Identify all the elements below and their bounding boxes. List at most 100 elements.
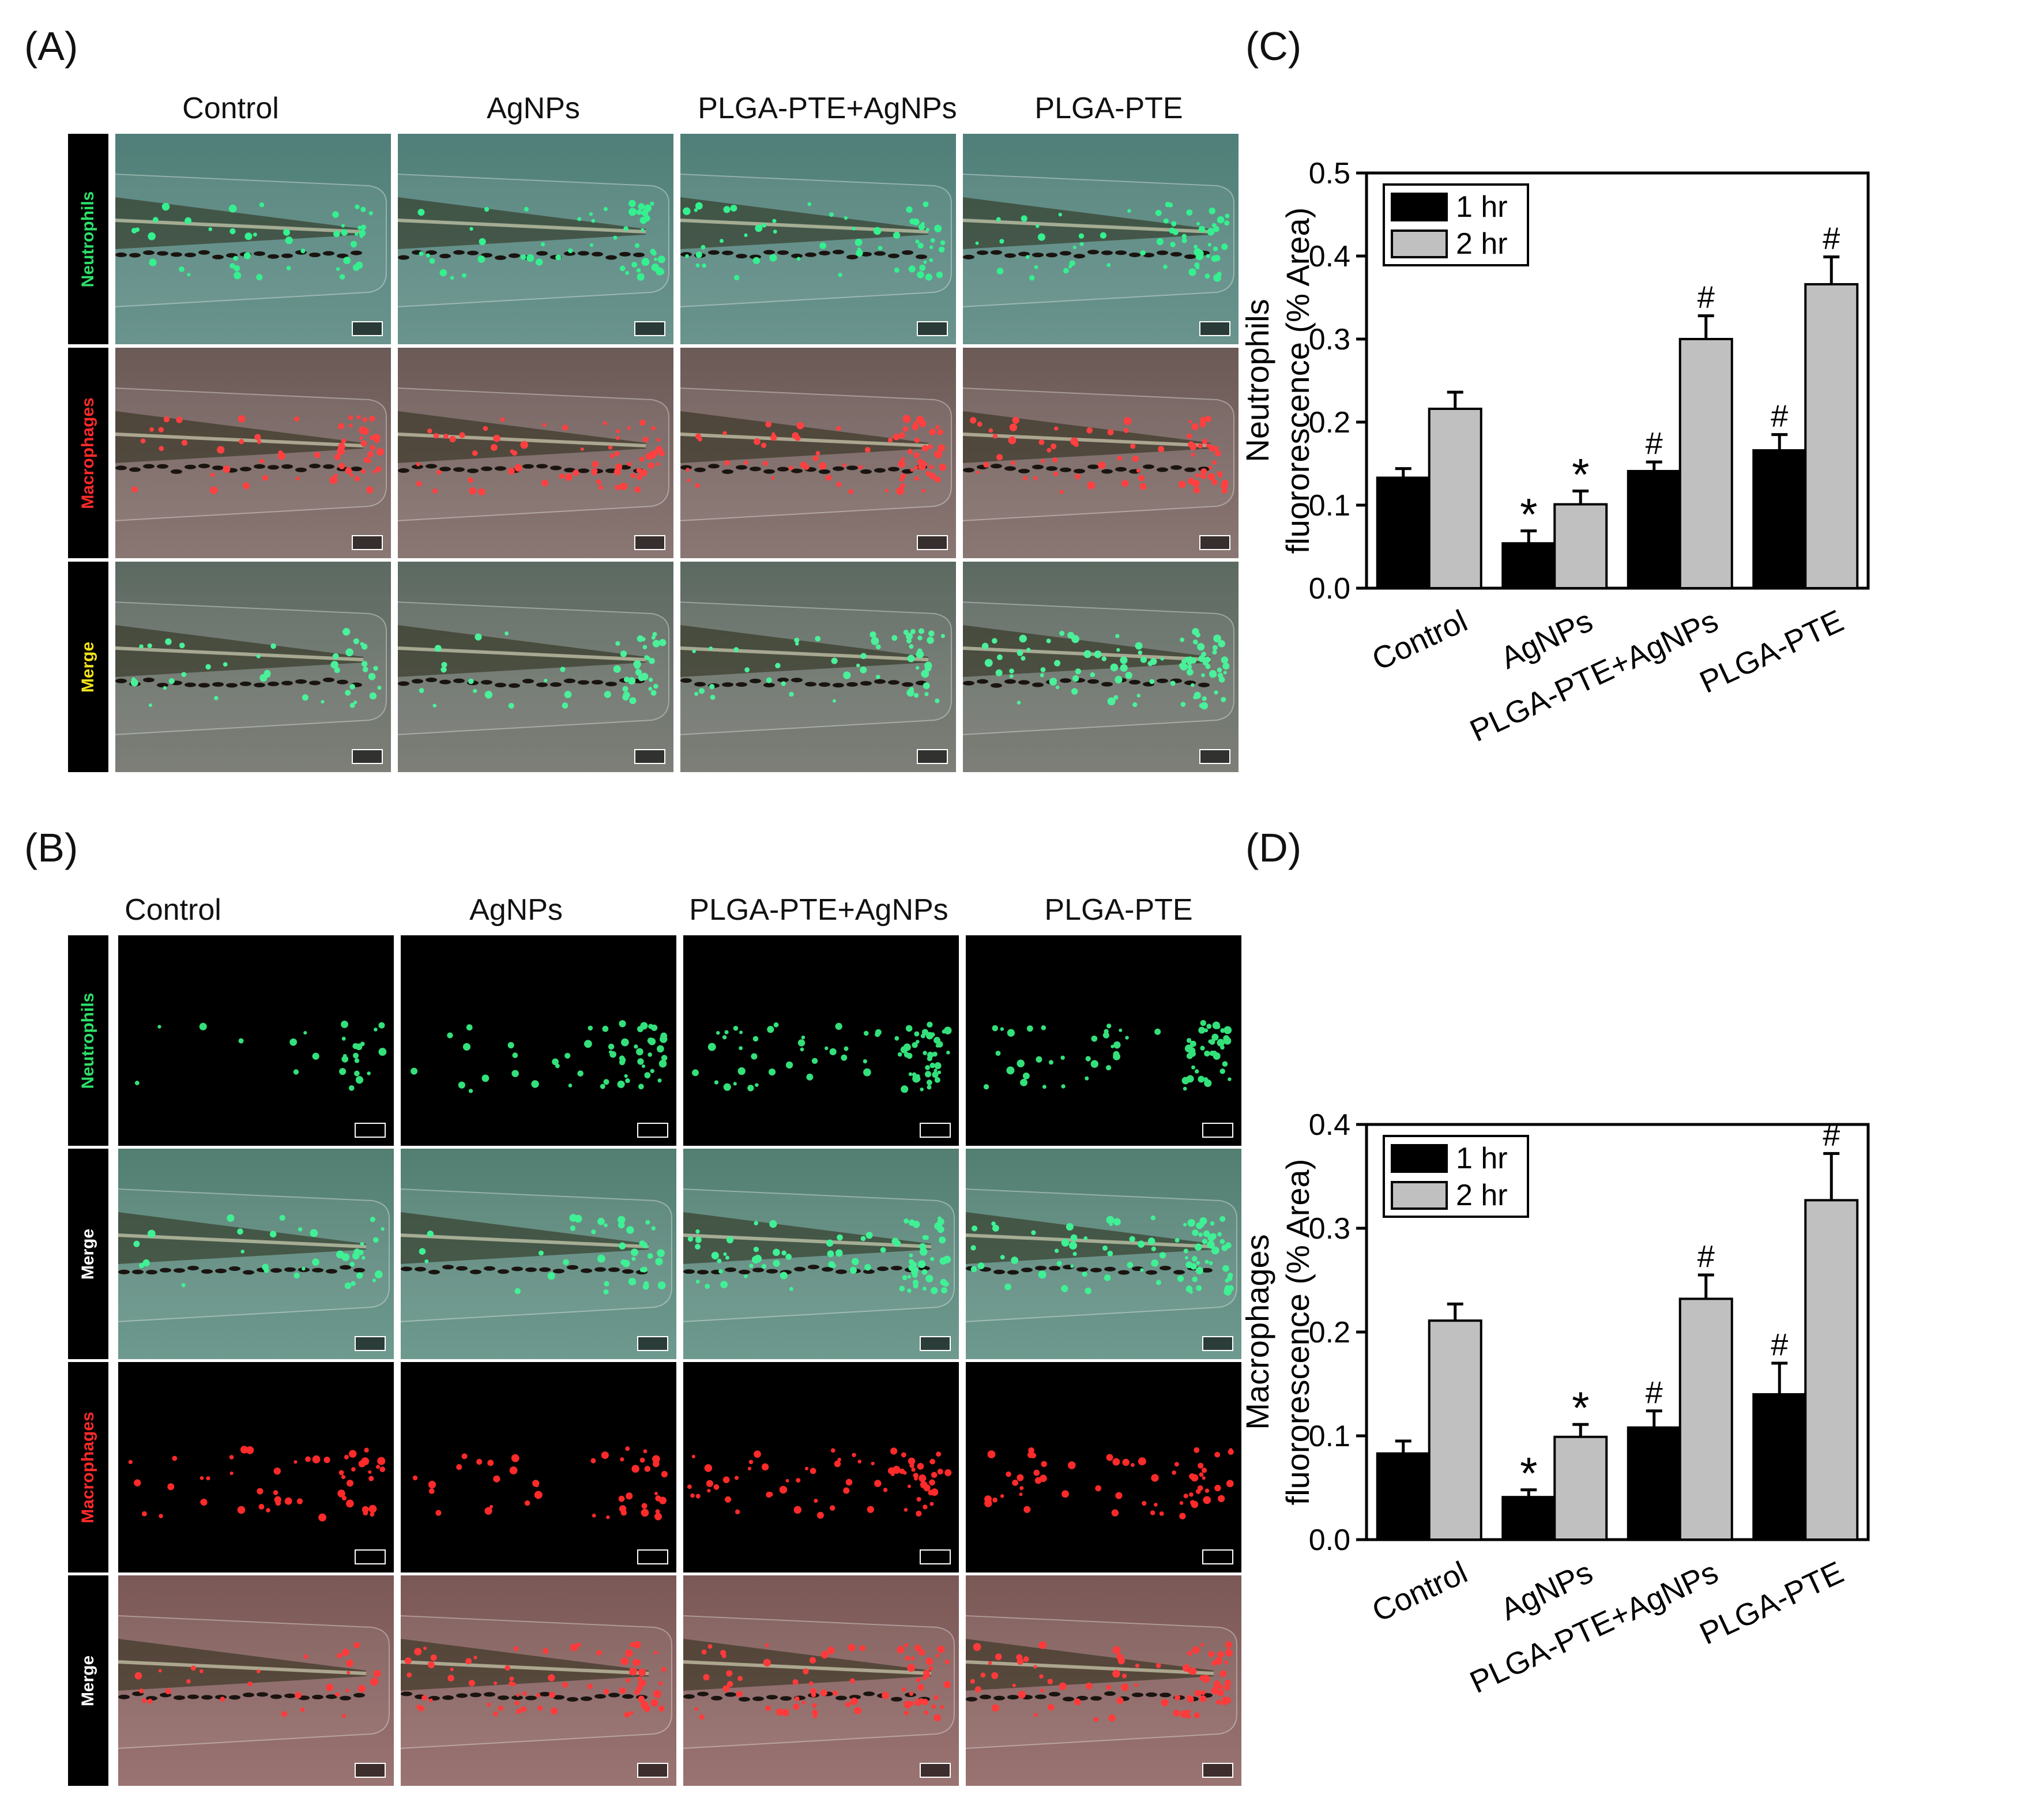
pigment-cell: [791, 678, 803, 683]
fluorescent-cell: [910, 1666, 914, 1670]
pigment-cell: [863, 1269, 875, 1274]
pigment-cell: [1032, 682, 1044, 687]
fluorescent-cell: [726, 1681, 733, 1687]
pigment-cell: [581, 1696, 592, 1701]
fluorescent-cell: [704, 1464, 713, 1472]
fluorescent-cell: [349, 1262, 355, 1267]
fluorescent-cell: [695, 433, 702, 439]
fluorescent-cell: [908, 1457, 916, 1465]
fluorescent-cell: [687, 1484, 692, 1489]
fluorescent-cell: [490, 443, 498, 451]
fluorescent-cell: [628, 1277, 636, 1286]
fluorescent-cell: [936, 272, 943, 279]
fluorescent-cell: [590, 1458, 596, 1464]
fluorescent-cell: [367, 451, 374, 458]
pigment-cell: [511, 1695, 523, 1701]
fluorescent-cell: [650, 1699, 658, 1707]
fluorescent-cell: [555, 254, 562, 261]
micrograph-image: [983, 1019, 1232, 1091]
fish-body: [683, 1212, 931, 1264]
pigment-cell: [1087, 464, 1099, 469]
pigment-cell: [212, 682, 224, 687]
fluorescent-cell: [987, 1450, 996, 1459]
micrograph-image: [984, 1447, 1234, 1519]
fluorescent-cell: [1224, 1696, 1231, 1704]
pigment-cell: [240, 467, 251, 472]
fluorescent-cell: [724, 460, 730, 466]
fluorescent-cell: [1170, 680, 1176, 686]
fluorescent-cell: [765, 1705, 771, 1711]
fluorescent-cell: [536, 1693, 541, 1698]
fluorescent-cell: [815, 635, 821, 642]
scale-bar: [355, 1123, 386, 1138]
fluorescent-cell: [924, 665, 932, 672]
fluorescent-cell: [851, 1258, 859, 1266]
fluorescent-cell: [930, 238, 935, 243]
fluorescent-cell: [929, 245, 933, 249]
fluorescent-cell: [829, 212, 834, 217]
fluorescent-cell: [875, 644, 881, 650]
chart-c-bar-1hr-0: [1376, 476, 1431, 589]
fluorescent-cell: [1208, 1650, 1215, 1657]
fluorescent-cell: [909, 1691, 914, 1696]
fluorescent-cell: [234, 265, 240, 272]
scale-bar: [920, 1336, 951, 1351]
fluorescent-cell: [613, 468, 621, 476]
fluorescent-cell: [912, 1042, 918, 1048]
fluorescent-cell: [1085, 1076, 1089, 1081]
fluorescent-cell: [1213, 246, 1218, 251]
fluorescent-cell: [842, 463, 847, 468]
fluorescent-cell: [227, 1214, 235, 1222]
fluorescent-cell: [630, 1248, 639, 1256]
pigment-cell: [736, 465, 747, 470]
pigment-cell: [337, 679, 348, 684]
fluorescent-cell: [695, 263, 700, 268]
fluorescent-cell: [208, 227, 213, 231]
fluorescent-cell: [468, 477, 474, 483]
fluorescent-cell: [159, 1514, 163, 1518]
fluorescent-cell: [256, 654, 261, 659]
fluorescent-cell: [723, 206, 731, 213]
fluorescent-cell: [344, 1454, 349, 1459]
chart-c-xtick-label: PLGA-PTE: [1695, 603, 1849, 699]
pigment-cell: [115, 252, 127, 257]
pigment-cell: [439, 679, 451, 684]
fluorescent-cell: [469, 487, 477, 495]
fluorescent-cell: [657, 255, 665, 264]
fluorescent-cell: [789, 691, 794, 697]
fluorescent-cell: [347, 1671, 351, 1675]
micrograph-tile: [401, 1362, 676, 1572]
fluorescent-cell: [1112, 1458, 1120, 1466]
fluorescent-cell: [1204, 273, 1210, 279]
fluorescent-cell: [302, 694, 308, 701]
pigment-cell: [398, 468, 409, 473]
fluorescent-cell: [447, 1675, 454, 1681]
fluorescent-cell: [243, 252, 251, 259]
fluorescent-cell: [904, 1507, 908, 1512]
fluorescent-cell: [943, 1681, 951, 1688]
pigment-cell: [833, 683, 844, 688]
fluorescent-cell: [1186, 209, 1193, 216]
fluorescent-cell: [946, 1051, 950, 1055]
scale-bar: [637, 1123, 668, 1138]
fluorescent-cell: [1197, 643, 1202, 648]
fluorescent-cell: [641, 1508, 649, 1517]
fluorescent-cell: [809, 1657, 816, 1664]
fluorescent-cell: [419, 688, 424, 693]
fluorescent-cell: [185, 217, 192, 224]
chart-c-significance-mark: *: [1520, 489, 1537, 540]
fluorescent-cell: [275, 1500, 281, 1506]
fluorescent-cell: [843, 1487, 850, 1494]
fluorescent-cell: [1012, 1479, 1019, 1486]
fluorescent-cell: [628, 677, 636, 685]
chart-c-significance-mark: #: [1646, 426, 1663, 461]
fluorescent-cell: [435, 1510, 442, 1516]
fluorescent-cell: [921, 1269, 928, 1275]
fluorescent-cell: [656, 462, 660, 467]
pigment-cell: [1032, 464, 1044, 469]
fluorescent-cell: [520, 441, 529, 449]
chart-c-significance-mark: *: [1572, 449, 1589, 500]
fluorescent-cell: [1115, 676, 1123, 684]
pigment-cell: [891, 1266, 902, 1271]
